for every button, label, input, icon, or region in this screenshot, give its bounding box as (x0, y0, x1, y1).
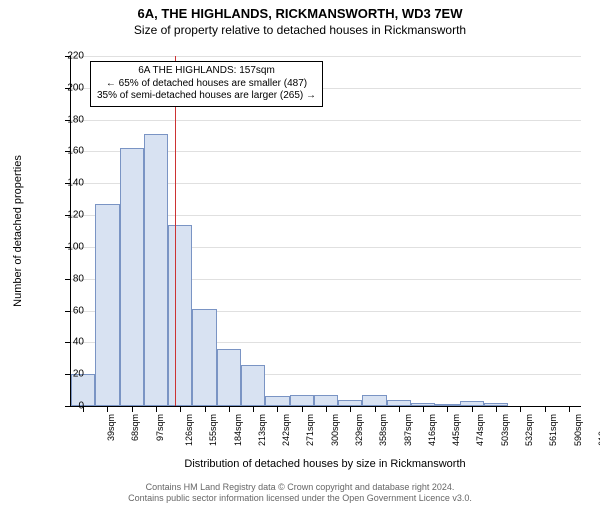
x-tick-label: 387sqm (403, 414, 413, 446)
y-axis-label: Number of detached properties (12, 155, 24, 307)
y-tick-label: 80 (73, 273, 84, 284)
y-tick-label: 20 (73, 369, 84, 380)
y-tick-label: 40 (73, 337, 84, 348)
x-axis-label: Distribution of detached houses by size … (70, 458, 580, 470)
x-tick-label: 155sqm (208, 414, 218, 446)
histogram-bar (95, 204, 119, 406)
x-tick (569, 406, 570, 412)
x-tick-label: 503sqm (500, 414, 510, 446)
x-tick (253, 406, 254, 412)
y-tick (65, 406, 71, 407)
callout-line-1: 6A THE HIGHLANDS: 157sqm (97, 65, 316, 78)
y-tick-label: 140 (67, 178, 84, 189)
y-tick-label: 160 (67, 146, 84, 157)
x-tick (375, 406, 376, 412)
x-tick-label: 445sqm (451, 414, 461, 446)
x-tick-label: 39sqm (106, 414, 116, 441)
x-tick-label: 68sqm (130, 414, 140, 441)
y-tick-label: 120 (67, 210, 84, 221)
callout-line-3: 35% of semi-detached houses are larger (… (97, 90, 316, 103)
x-tick-label: 590sqm (573, 414, 583, 446)
y-tick-label: 200 (67, 82, 84, 93)
histogram-bar (241, 365, 265, 406)
x-tick-label: 271sqm (305, 414, 315, 446)
x-tick (496, 406, 497, 412)
x-tick-label: 242sqm (281, 414, 291, 446)
callout-box: 6A THE HIGHLANDS: 157sqm← 65% of detache… (90, 61, 323, 107)
x-tick (107, 406, 108, 412)
x-tick (180, 406, 181, 412)
y-tick-label: 220 (67, 51, 84, 62)
footer-line-1: Contains HM Land Registry data © Crown c… (0, 482, 600, 493)
chart-container: 6A, THE HIGHLANDS, RICKMANSWORTH, WD3 7E… (0, 6, 600, 506)
callout-line-2: ← 65% of detached houses are smaller (48… (97, 78, 316, 91)
x-tick (302, 406, 303, 412)
x-tick (205, 406, 206, 412)
x-tick (277, 406, 278, 412)
x-tick-label: 213sqm (257, 414, 267, 446)
y-tick (65, 279, 71, 280)
histogram-bar (120, 148, 144, 406)
x-tick (447, 406, 448, 412)
x-tick (156, 406, 157, 412)
y-tick (65, 342, 71, 343)
chart-subtitle: Size of property relative to detached ho… (0, 23, 600, 37)
x-tick (520, 406, 521, 412)
x-tick-label: 474sqm (475, 414, 485, 446)
histogram-bar (362, 395, 386, 406)
footer-attribution: Contains HM Land Registry data © Crown c… (0, 482, 600, 504)
x-tick (326, 406, 327, 412)
x-tick-label: 300sqm (330, 414, 340, 446)
reference-marker-line (175, 56, 176, 406)
grid-line (71, 120, 581, 121)
plot-area (70, 56, 581, 407)
histogram-bar (290, 395, 314, 406)
histogram-bar (217, 349, 241, 406)
histogram-bar (192, 309, 216, 406)
footer-line-2: Contains public sector information licen… (0, 493, 600, 504)
x-tick (132, 406, 133, 412)
y-tick-label: 100 (67, 241, 84, 252)
x-tick-label: 97sqm (155, 414, 165, 441)
y-tick (65, 311, 71, 312)
histogram-bar (314, 395, 338, 406)
x-tick (545, 406, 546, 412)
x-tick (399, 406, 400, 412)
x-tick (472, 406, 473, 412)
histogram-bar (168, 225, 192, 406)
x-tick-label: 329sqm (354, 414, 364, 446)
y-tick-label: 180 (67, 114, 84, 125)
y-tick-label: 60 (73, 305, 84, 316)
chart-title: 6A, THE HIGHLANDS, RICKMANSWORTH, WD3 7E… (0, 6, 600, 21)
x-tick-label: 184sqm (233, 414, 243, 446)
grid-line (71, 56, 581, 57)
x-tick-label: 358sqm (378, 414, 388, 446)
y-tick-label: 0 (78, 401, 84, 412)
histogram-bar (144, 134, 168, 406)
x-tick-label: 416sqm (427, 414, 437, 446)
x-tick-label: 532sqm (524, 414, 534, 446)
x-tick-label: 561sqm (548, 414, 558, 446)
x-tick (423, 406, 424, 412)
x-tick (350, 406, 351, 412)
histogram-bar (265, 396, 289, 406)
x-tick (229, 406, 230, 412)
x-tick-label: 126sqm (184, 414, 194, 446)
